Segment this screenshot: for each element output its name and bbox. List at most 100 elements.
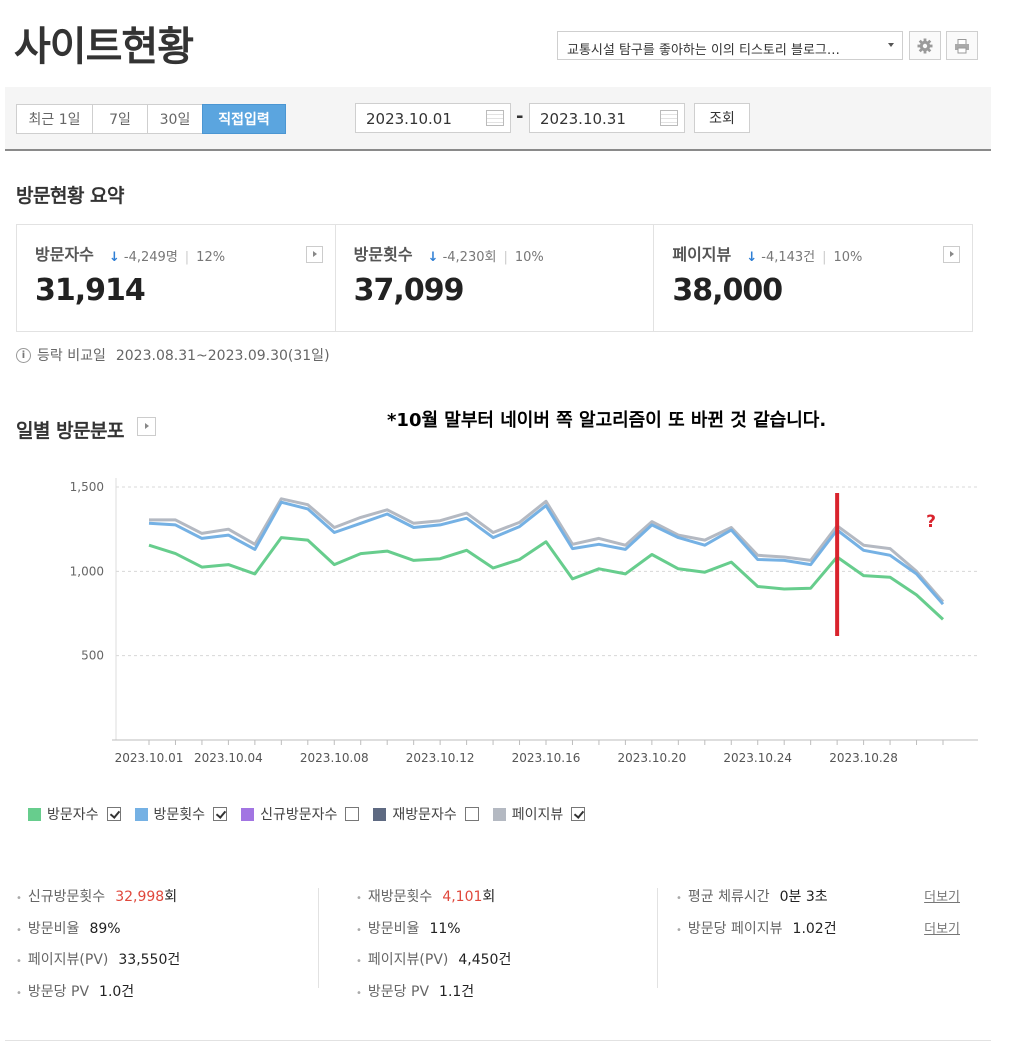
metric-visitors: 방문자수 ↓ -4,249명 | 12% 31,914 [17, 225, 336, 331]
x-tick-label: 2023.10.08 [300, 751, 369, 765]
stat-avg-stay: • 평균 체류시간 0분 3초 더보기 [676, 886, 960, 918]
chart-more-button[interactable] [137, 417, 156, 436]
stat-new-visits: • 신규방문횟수 32,998회 [16, 889, 178, 905]
info-icon: i [16, 347, 31, 363]
legend-label: 재방문자수 [392, 807, 457, 823]
query-button[interactable]: 조회 [694, 103, 750, 133]
page-title: 사이트현황 [14, 24, 194, 70]
metric-label: 방문횟수 [353, 245, 413, 264]
stat-return-pv-per-visit: • 방문당 PV 1.1건 [356, 983, 475, 1000]
chart-legend: 방문자수 방문횟수 신규방문자수 재방문자수 페이지뷰 [28, 804, 599, 824]
legend-checkbox[interactable] [571, 807, 586, 821]
legend-item-returning-visitors[interactable]: 재방문자수 [373, 804, 479, 824]
x-tick-label: 2023.10.16 [512, 751, 581, 765]
stat-return-visits: • 재방문횟수 4,101회 [356, 889, 496, 905]
more-link[interactable]: 더보기 [924, 921, 960, 937]
settings-button[interactable] [909, 31, 941, 60]
calendar-icon[interactable] [660, 110, 678, 126]
legend-item-visitors[interactable]: 방문자수 [28, 804, 121, 824]
legend-swatch [492, 807, 506, 821]
legend-label: 방문횟수 [153, 807, 206, 823]
x-tick-label: 2023.10.20 [618, 751, 687, 765]
overall-stats: • 평균 체류시간 0분 3초 더보기 • 방문당 페이지뷰 1.02건 더보기 [676, 886, 960, 949]
down-arrow-icon: ↓ [109, 250, 120, 265]
stat-new-pv: • 페이지뷰(PV) 33,550건 [16, 952, 181, 968]
start-date-value: 2023.10.01 [366, 110, 452, 128]
calendar-icon[interactable] [486, 110, 504, 126]
x-tick-label: 2023.10.12 [406, 751, 475, 765]
legend-swatch [241, 807, 255, 821]
legend-swatch [28, 807, 41, 821]
end-date-value: 2023.10.31 [540, 110, 626, 128]
chart-annotation: *10월 말부터 네이버 쪽 알고리즘이 또 바뀐 것 같습니다. [387, 410, 827, 431]
date-separator: - [516, 106, 524, 127]
stat-new-ratio: • 방문비율 89% [16, 920, 121, 937]
compare-range: 2023.08.31~2023.09.30(31일) [115, 348, 330, 364]
series-line-1 [148, 536, 945, 621]
daily-visit-chart: 500 1,000 1,500 2023.10.01 2023.10.04 2023.10… [70, 478, 978, 765]
chart-title: 일별 방문분포 [16, 420, 125, 442]
legend-checkbox[interactable] [106, 807, 121, 821]
tab-7-days[interactable]: 7일 [92, 104, 148, 134]
metric-visits: 방문횟수 ↓ -4,230회 | 10% 37,099 [336, 225, 655, 331]
metric-delta: ↓ -4,143건 | 10% [746, 250, 863, 265]
metric-value: 31,914 [35, 273, 146, 308]
x-tick-label: 2023.10.28 [829, 751, 898, 765]
legend-checkbox[interactable] [464, 807, 479, 821]
new-visit-stats: • 신규방문횟수 32,998회 • 방문비율 89% • 페이지뷰(PV) 33,550건… [16, 886, 180, 1012]
y-tick-label: 1,000 [70, 564, 104, 578]
x-tick-label: 2023.10.01 [115, 751, 184, 765]
gear-icon [917, 38, 933, 53]
summary-box: 방문자수 ↓ -4,249명 | 12% 31,914 방문횟수 ↓ -4,230회 | 1… [16, 224, 973, 332]
summary-title: 방문현황 요약 [16, 185, 125, 207]
legend-checkbox[interactable] [345, 807, 360, 821]
series-line-3 [149, 497, 945, 603]
tab-custom-range[interactable]: 직접입력 [202, 104, 286, 134]
stat-return-ratio: • 방문비율 11% [356, 920, 461, 937]
down-arrow-icon: ↓ [746, 250, 758, 265]
metric-label: 방문자수 [35, 245, 94, 264]
metric-pageviews: 페이지뷰 ↓ -4,143건 | 10% 38,000 [654, 225, 972, 331]
x-tick-label: 2023.10.04 [194, 751, 263, 765]
compare-period: i 등락 비교일 2023.08.31~2023.09.30(31일) [16, 345, 330, 365]
end-date-field[interactable]: 2023.10.31 [529, 103, 685, 133]
legend-checkbox[interactable] [213, 807, 228, 821]
start-date-field[interactable]: 2023.10.01 [355, 103, 511, 133]
more-link[interactable]: 더보기 [924, 890, 960, 905]
legend-item-new-visitors[interactable]: 신규방문자수 [241, 804, 360, 824]
metric-value: 38,000 [672, 273, 783, 308]
print-button[interactable] [946, 31, 978, 60]
stat-new-pv-per-visit: • 방문당 PV 1.0건 [16, 983, 135, 1000]
return-visit-stats: • 재방문횟수 4,101회 • 방문비율 11% • 페이지뷰(PV) 4,450건 • 방… [356, 886, 511, 1012]
metric-more-button[interactable] [943, 246, 961, 263]
legend-item-pageviews[interactable]: 페이지뷰 [492, 804, 586, 824]
legend-swatch [373, 807, 387, 821]
metric-delta: ↓ -4,230회 | 10% [427, 250, 544, 265]
y-tick-label: 1,500 [70, 480, 104, 494]
legend-item-visits[interactable]: 방문횟수 [134, 804, 228, 824]
legend-swatch [134, 807, 148, 821]
metric-label: 페이지뷰 [672, 245, 732, 264]
printer-icon [955, 38, 969, 53]
y-tick-label: 500 [81, 649, 104, 663]
stat-return-pv: • 페이지뷰(PV) 4,450건 [356, 952, 512, 968]
metric-delta: ↓ -4,249명 | 12% [109, 250, 226, 265]
down-arrow-icon: ↓ [427, 250, 439, 265]
range-tabs: 최근 1일 7일 30일 직접입력 [16, 104, 286, 134]
legend-label: 신규방문자수 [260, 807, 338, 823]
legend-label: 페이지뷰 [511, 807, 564, 823]
x-tick-label: 2023.10.24 [723, 751, 792, 765]
blog-select[interactable]: 교통시설 탐구를 좋아하는 이의 티스토리 블로그… [557, 31, 903, 60]
stat-pv-per-visit: • 방문당 페이지뷰 1.02건 더보기 [676, 918, 960, 950]
compare-label: 등락 비교일 [37, 348, 106, 364]
metric-more-button[interactable] [305, 246, 323, 263]
blog-select-value: 교통시설 탐구를 좋아하는 이의 티스토리 블로그… [567, 43, 840, 58]
series-line-2 [148, 500, 945, 606]
question-mark: ? [926, 512, 936, 532]
chevron-down-icon [888, 43, 894, 47]
tab-30-days[interactable]: 30일 [147, 104, 203, 134]
legend-label: 방문자수 [47, 807, 99, 823]
metric-value: 37,099 [353, 273, 465, 308]
tab-last-1-day[interactable]: 최근 1일 [16, 104, 93, 134]
divider [318, 888, 319, 988]
